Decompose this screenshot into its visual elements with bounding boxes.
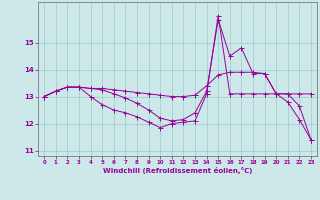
X-axis label: Windchill (Refroidissement éolien,°C): Windchill (Refroidissement éolien,°C) xyxy=(103,167,252,174)
